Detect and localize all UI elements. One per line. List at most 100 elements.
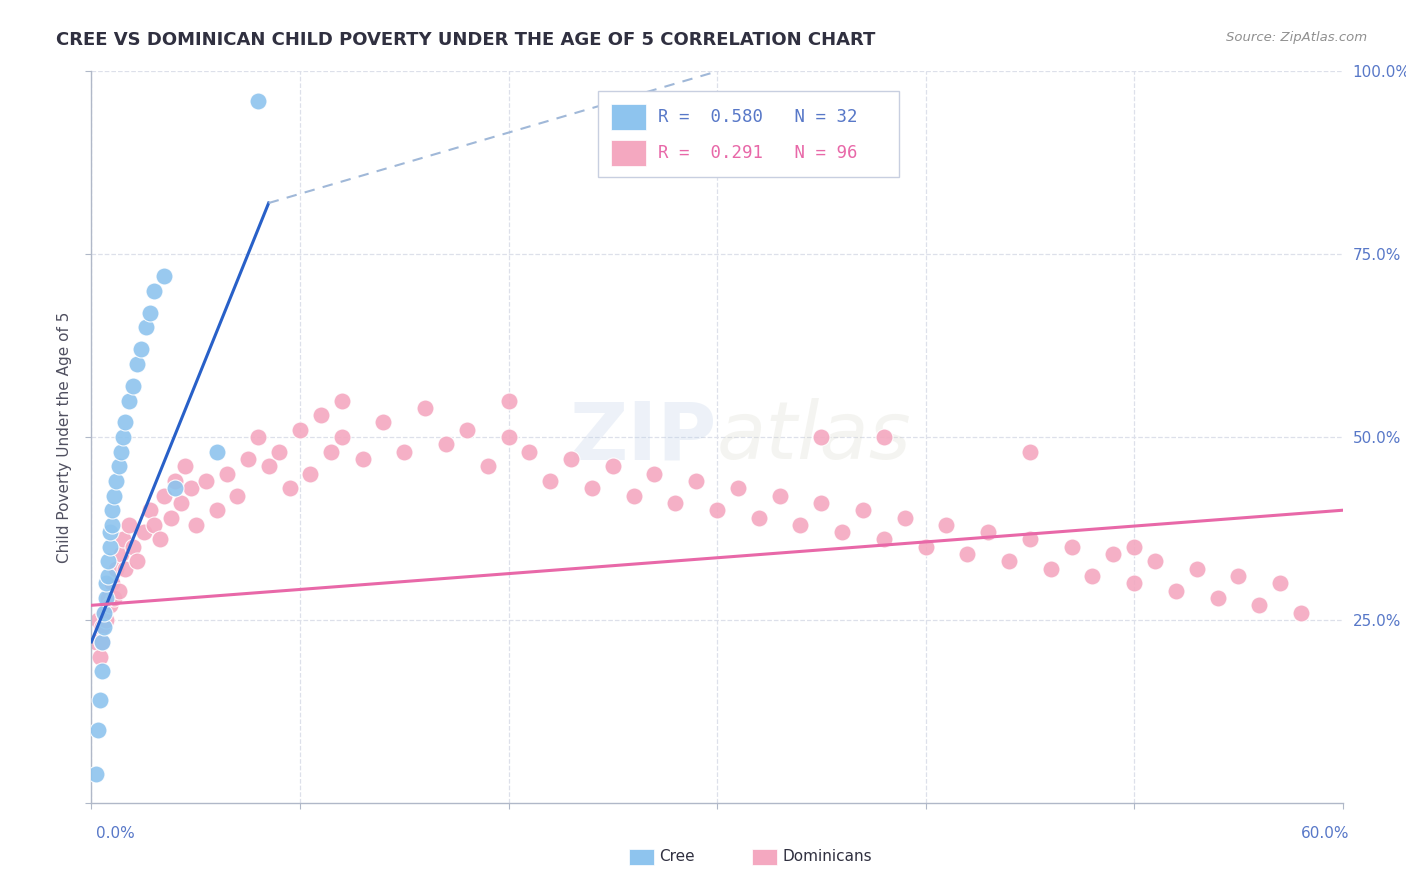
Point xyxy=(149,533,172,547)
Point xyxy=(118,517,141,532)
Point xyxy=(163,481,186,495)
Point xyxy=(86,613,108,627)
Point xyxy=(321,444,343,458)
Point xyxy=(1206,591,1229,605)
Point xyxy=(309,408,332,422)
Text: R =  0.291   N = 96: R = 0.291 N = 96 xyxy=(658,145,858,162)
Point xyxy=(956,547,979,561)
Text: ZIP: ZIP xyxy=(569,398,717,476)
Point xyxy=(105,562,128,576)
Point xyxy=(174,459,197,474)
Point xyxy=(159,510,181,524)
Point xyxy=(727,481,749,495)
Point xyxy=(184,517,207,532)
Y-axis label: Child Poverty Under the Age of 5: Child Poverty Under the Age of 5 xyxy=(58,311,72,563)
Point xyxy=(122,540,145,554)
Point xyxy=(748,510,770,524)
Point xyxy=(1018,533,1040,547)
Point xyxy=(94,591,117,605)
Point xyxy=(1185,562,1208,576)
Point xyxy=(789,517,811,532)
Point xyxy=(163,474,186,488)
Point xyxy=(498,393,520,408)
Point xyxy=(498,430,520,444)
Point xyxy=(267,444,290,458)
Point xyxy=(180,481,202,495)
Point xyxy=(101,503,124,517)
Text: Dominicans: Dominicans xyxy=(782,849,872,864)
Point xyxy=(132,525,155,540)
Point xyxy=(110,547,132,561)
Text: Source: ZipAtlas.com: Source: ZipAtlas.com xyxy=(1226,31,1367,45)
Point xyxy=(94,576,117,591)
Point xyxy=(118,393,141,408)
Point xyxy=(392,444,415,458)
Text: atlas: atlas xyxy=(717,398,912,476)
Point xyxy=(998,554,1021,568)
Point xyxy=(831,525,853,540)
Point xyxy=(1018,444,1040,458)
Point xyxy=(1289,606,1312,620)
Point xyxy=(139,306,162,320)
Point xyxy=(299,467,322,481)
FancyBboxPatch shape xyxy=(610,103,645,130)
Point xyxy=(873,533,896,547)
Point xyxy=(538,474,561,488)
Point xyxy=(101,576,124,591)
Point xyxy=(114,416,136,430)
Point xyxy=(93,606,115,620)
Point xyxy=(98,525,121,540)
Point xyxy=(643,467,666,481)
Point xyxy=(413,401,436,415)
Text: CREE VS DOMINICAN CHILD POVERTY UNDER THE AGE OF 5 CORRELATION CHART: CREE VS DOMINICAN CHILD POVERTY UNDER TH… xyxy=(56,31,876,49)
Point xyxy=(914,540,936,554)
Text: 60.0%: 60.0% xyxy=(1302,827,1350,841)
Point xyxy=(111,533,134,547)
Point xyxy=(247,94,270,108)
Point xyxy=(93,620,115,634)
Point xyxy=(1081,569,1104,583)
Point xyxy=(352,452,374,467)
Point xyxy=(143,517,166,532)
Point xyxy=(114,562,136,576)
Point xyxy=(84,766,107,780)
Point xyxy=(143,284,166,298)
Point xyxy=(560,452,582,467)
Point xyxy=(1123,576,1146,591)
Point xyxy=(110,444,132,458)
Text: R =  0.580   N = 32: R = 0.580 N = 32 xyxy=(658,108,858,126)
Point xyxy=(278,481,301,495)
Point xyxy=(517,444,540,458)
Point xyxy=(894,510,917,524)
Point xyxy=(90,664,112,678)
Point xyxy=(97,591,120,605)
Point xyxy=(139,503,162,517)
Point xyxy=(205,503,228,517)
Point xyxy=(1227,569,1250,583)
Point xyxy=(935,517,957,532)
FancyBboxPatch shape xyxy=(630,849,654,865)
Point xyxy=(664,496,686,510)
Point xyxy=(247,430,270,444)
Point xyxy=(623,489,645,503)
Point xyxy=(1249,599,1271,613)
Point xyxy=(107,583,129,598)
Point xyxy=(768,489,790,503)
Point xyxy=(103,591,125,605)
Point xyxy=(135,320,157,334)
Point xyxy=(434,437,457,451)
Point xyxy=(852,503,875,517)
FancyBboxPatch shape xyxy=(610,140,645,167)
Point xyxy=(477,459,499,474)
Point xyxy=(810,430,832,444)
Text: 0.0%: 0.0% xyxy=(96,827,135,841)
Point xyxy=(97,569,120,583)
Point xyxy=(373,416,395,430)
Point xyxy=(1102,547,1125,561)
Point xyxy=(93,606,115,620)
Point xyxy=(288,423,311,437)
Point xyxy=(84,635,107,649)
Point xyxy=(810,496,832,510)
Point xyxy=(215,467,238,481)
Point xyxy=(90,620,112,634)
